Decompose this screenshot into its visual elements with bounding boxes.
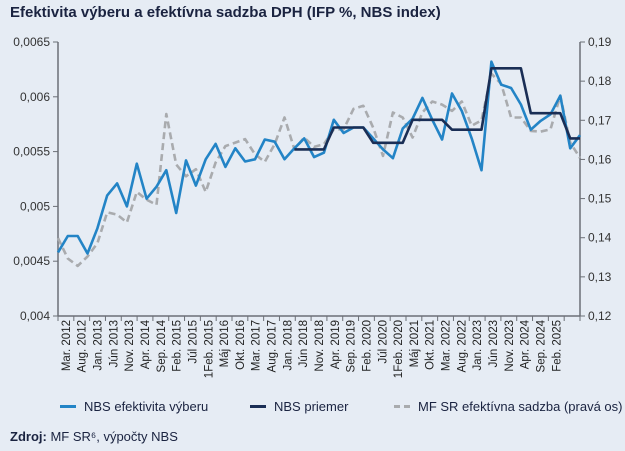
x-tick-label: Nov. 2018: [314, 320, 326, 372]
x-tick-label: Apr. 2014: [140, 319, 152, 369]
right-tick-label: 0,14: [588, 231, 612, 245]
legend-item-priemer: NBS priemer: [250, 399, 348, 414]
x-tick-label: Apr. 2024: [520, 319, 532, 369]
series-line-0: [56, 60, 582, 255]
x-tick-label: Aug. 2017: [267, 320, 279, 372]
right-tick-label: 0,12: [588, 309, 612, 323]
legend-label: MF SR efektívna sadzba (pravá os): [418, 399, 623, 414]
right-tick-label: 0,15: [588, 192, 612, 206]
right-tick-label: 0,13: [588, 270, 612, 284]
left-tick-label: 0,0055: [13, 145, 50, 159]
x-tick-label: Máj 2021: [409, 320, 421, 367]
left-tick-label: 0,0065: [13, 35, 50, 49]
x-tick-label: Aug. 2022: [456, 320, 468, 372]
legend-label: NBS priemer: [274, 399, 349, 414]
x-tick-label: 1Feb. 2020: [393, 320, 405, 378]
x-tick-label: Feb. 2015: [172, 320, 184, 372]
x-tick-label: Sep. 2024: [535, 319, 547, 372]
x-tick-label: Jan. 2018: [282, 320, 294, 371]
chart-title: Efektivita výberu a efektívna sadzba DPH…: [10, 4, 441, 21]
x-tick-label: Jún 2018: [298, 320, 310, 367]
x-tick-label: Mar. 2017: [251, 320, 263, 371]
source-label: Zdroj:: [10, 429, 47, 444]
x-tick-label: Okt. 2016: [235, 320, 247, 370]
x-tick-label: Mar. 2022: [441, 320, 453, 371]
x-tick-label: Feb. 2020: [361, 320, 373, 372]
x-tick-label: Nov. 2013: [124, 320, 136, 372]
series-line-1: [294, 67, 580, 151]
series-line-2: [56, 72, 582, 268]
left-tick-label: 0,0045: [13, 254, 50, 268]
legend-item-efektivita: NBS efektivita výberu: [60, 399, 208, 414]
right-tick-label: 0,19: [588, 35, 612, 49]
x-tick-label: Apr. 2019: [330, 320, 342, 369]
x-tick-label: Júl 2015: [187, 320, 199, 363]
x-tick-label: Mar. 2012: [61, 320, 73, 371]
x-tick-label: Okt. 2021: [425, 320, 437, 370]
legend-swatch: [60, 405, 76, 408]
right-tick-label: 0,16: [588, 152, 612, 166]
legend-swatch: [394, 405, 410, 408]
x-tick-label: Jan. 2023: [472, 320, 484, 371]
x-tick-label: Feb. 2025: [551, 320, 563, 372]
source-text: MF SR⁶, výpočty NBS: [46, 429, 178, 444]
x-tick-label: Sep. 2019: [346, 320, 358, 372]
x-tick-label: Nov. 2023: [504, 320, 516, 372]
legend-swatch: [250, 405, 266, 408]
source-note: Zdroj: MF SR⁶, výpočty NBS: [10, 429, 178, 444]
x-tick-label: Jún 2013: [108, 320, 120, 367]
x-tick-label: 1Feb. 2015: [203, 320, 215, 378]
left-tick-label: 0,006: [20, 90, 50, 104]
x-tick-label: Jan. 2013: [93, 320, 105, 371]
legend-label: NBS efektivita výberu: [84, 399, 209, 414]
x-tick-label: Sep. 2014: [156, 319, 168, 372]
legend-item-mfsr: MF SR efektívna sadzba (pravá os): [394, 399, 622, 414]
x-tick-label: Jún 2023: [488, 320, 500, 367]
x-tick-label: Aug. 2012: [77, 320, 89, 372]
x-tick-label: Júl 2020: [377, 320, 389, 363]
right-tick-label: 0,17: [588, 113, 612, 127]
right-tick-label: 0,18: [588, 74, 612, 88]
left-tick-label: 0,004: [20, 309, 50, 323]
x-tick-label: Máj 2016: [219, 320, 231, 367]
left-tick-label: 0,005: [20, 199, 50, 213]
